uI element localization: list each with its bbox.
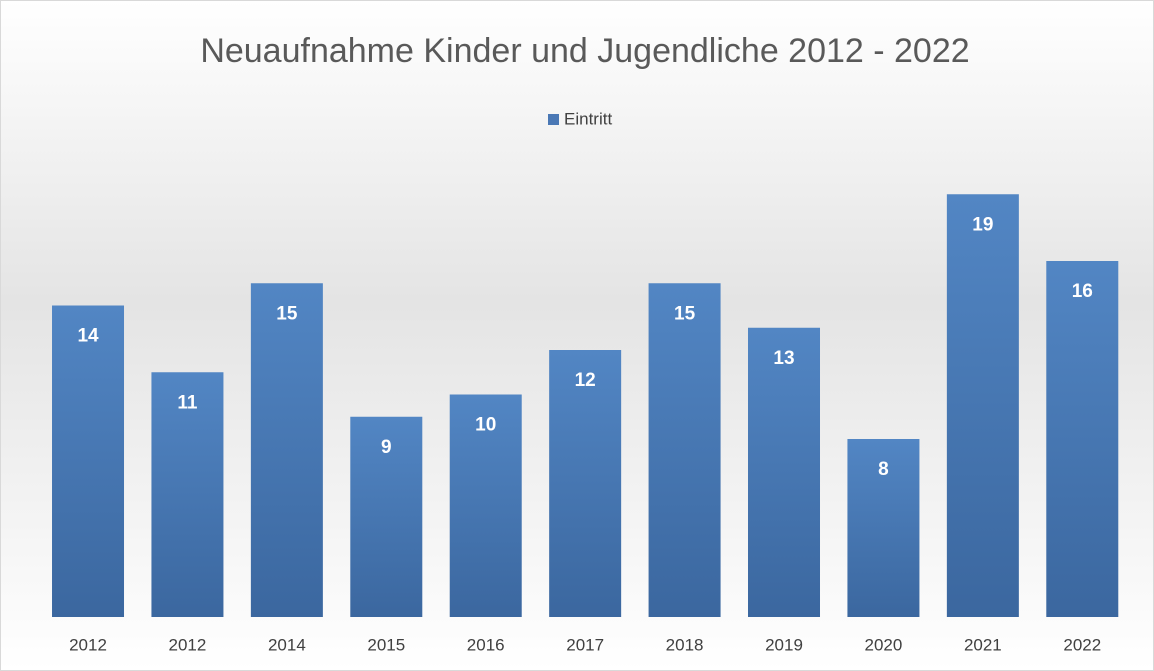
data-label: 10: [475, 415, 496, 436]
legend-swatch: [548, 114, 559, 125]
x-tick-label: 2014: [268, 635, 306, 654]
x-tick-label: 2022: [1063, 635, 1101, 654]
chart-title: Neuaufnahme Kinder und Jugendliche 2012 …: [200, 32, 969, 70]
x-tick-label: 2015: [367, 635, 405, 654]
x-tick-label: 2016: [467, 635, 505, 654]
data-label: 14: [77, 326, 99, 347]
data-label: 15: [674, 303, 696, 324]
x-tick-label: 2018: [666, 635, 704, 654]
data-label: 8: [878, 459, 889, 480]
data-label: 13: [773, 348, 794, 369]
x-tick-label: 2017: [566, 635, 604, 654]
bar: [748, 327, 821, 617]
data-label: 11: [177, 392, 198, 413]
data-label: 19: [972, 214, 993, 235]
bar: [946, 194, 1019, 617]
data-label: 12: [575, 370, 596, 391]
x-tick-label: 2020: [865, 635, 903, 654]
bar: [350, 416, 423, 617]
bar: [1046, 261, 1119, 617]
legend-label: Eintritt: [564, 109, 612, 128]
bar: [847, 439, 920, 617]
bar: [648, 283, 721, 617]
x-tick-label: 2012: [69, 635, 107, 654]
x-tick-label: 2021: [964, 635, 1002, 654]
bar: [549, 350, 622, 617]
x-tick-label: 2012: [169, 635, 207, 654]
bar: [52, 305, 125, 617]
x-tick-label: 2019: [765, 635, 803, 654]
data-label: 15: [276, 303, 298, 324]
bar: [250, 283, 323, 617]
bar: [449, 394, 522, 617]
bar: [151, 372, 224, 617]
data-label: 9: [381, 437, 392, 458]
data-label: 16: [1072, 281, 1093, 302]
